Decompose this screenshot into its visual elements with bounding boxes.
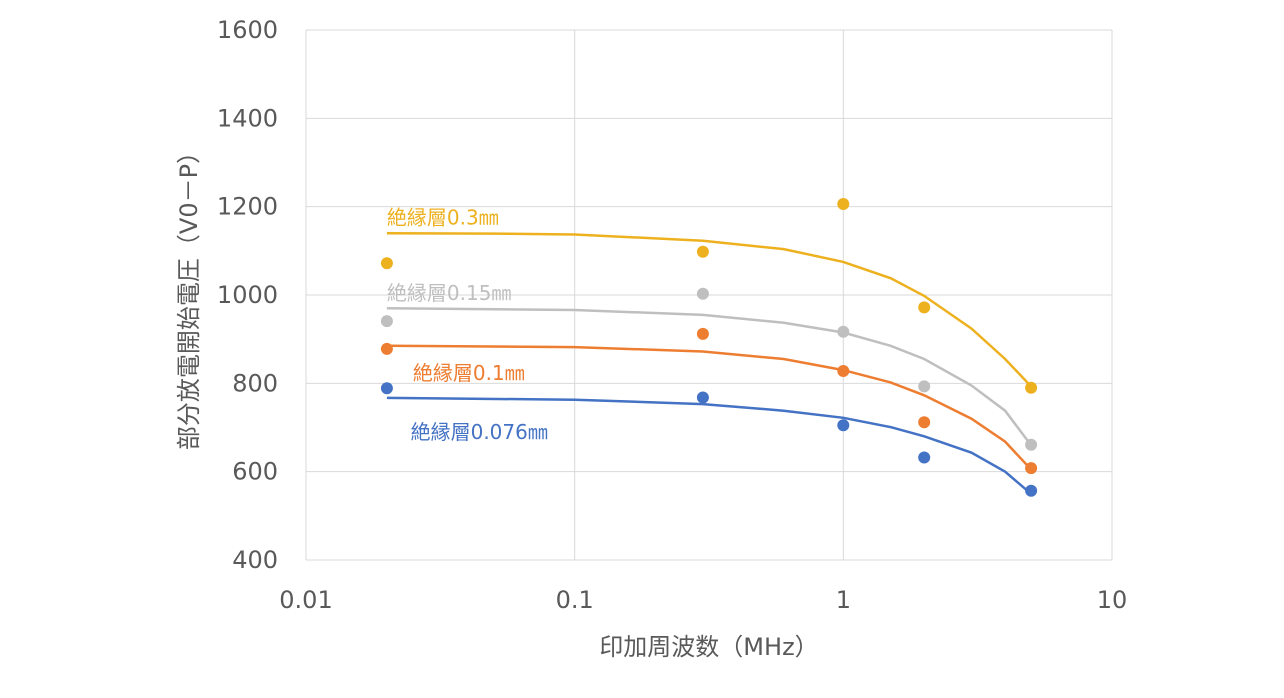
data-point-series-1-1 bbox=[696, 287, 709, 300]
grid bbox=[305, 29, 1113, 561]
trend-line-series-0 bbox=[386, 231, 1033, 388]
data-point-series-0-0 bbox=[380, 257, 393, 270]
y-tick-label: 1200 bbox=[217, 193, 278, 221]
x-tick-label: 10 bbox=[1097, 586, 1128, 614]
y-tick-label: 1400 bbox=[217, 104, 278, 132]
data-point-series-0-4 bbox=[1025, 381, 1038, 394]
data-point-series-3-0 bbox=[380, 382, 393, 395]
y-axis-title: 部分放電開始電圧（V0－P） bbox=[175, 140, 203, 450]
data-point-series-0-3 bbox=[918, 301, 931, 314]
series-label-1: 絶縁層0.15㎜ bbox=[387, 281, 512, 305]
series-label-3: 絶縁層0.076㎜ bbox=[411, 420, 548, 444]
data-point-series-3-1 bbox=[696, 391, 709, 404]
x-tick-label: 0.1 bbox=[556, 586, 594, 614]
x-axis-title: 印加周波数（MHz） bbox=[599, 633, 818, 661]
data-point-series-2-1 bbox=[696, 327, 709, 340]
data-point-series-3-4 bbox=[1025, 484, 1038, 497]
data-point-series-0-1 bbox=[696, 245, 709, 258]
data-point-series-1-2 bbox=[837, 325, 850, 338]
y-tick-label: 1000 bbox=[217, 281, 278, 309]
data-point-series-2-0 bbox=[380, 342, 393, 355]
data-point-series-1-4 bbox=[1025, 438, 1038, 451]
y-tick-label: 400 bbox=[232, 546, 278, 574]
trend-line-series-2 bbox=[386, 344, 1033, 471]
trend-line-series-3 bbox=[386, 396, 1032, 495]
x-tick-label: 0.01 bbox=[279, 586, 332, 614]
y-tick-label: 800 bbox=[232, 369, 278, 397]
trend-line-series-1 bbox=[386, 307, 1033, 446]
data-point-series-3-2 bbox=[837, 419, 850, 432]
y-tick-label: 600 bbox=[232, 458, 278, 486]
data-point-series-0-2 bbox=[837, 198, 850, 210]
x-tick-labels: 0.01 0.1 1 10 bbox=[279, 586, 1127, 614]
y-tick-label: 1600 bbox=[217, 16, 278, 44]
series-label-0: 絶縁層0.3㎜ bbox=[387, 206, 499, 230]
x-tick-label: 1 bbox=[836, 586, 851, 614]
data-point-series-3-3 bbox=[918, 451, 931, 464]
trend-lines bbox=[386, 231, 1033, 495]
data-points bbox=[380, 198, 1038, 497]
y-tick-labels: 400 600 800 1000 1200 1400 1600 bbox=[217, 16, 278, 574]
data-point-series-2-4 bbox=[1025, 462, 1038, 475]
data-point-series-1-0 bbox=[380, 315, 393, 328]
series-label-2: 絶縁層0.1㎜ bbox=[413, 361, 525, 385]
data-point-series-1-3 bbox=[918, 380, 931, 393]
data-point-series-2-2 bbox=[837, 365, 850, 377]
data-point-series-2-3 bbox=[918, 416, 931, 429]
